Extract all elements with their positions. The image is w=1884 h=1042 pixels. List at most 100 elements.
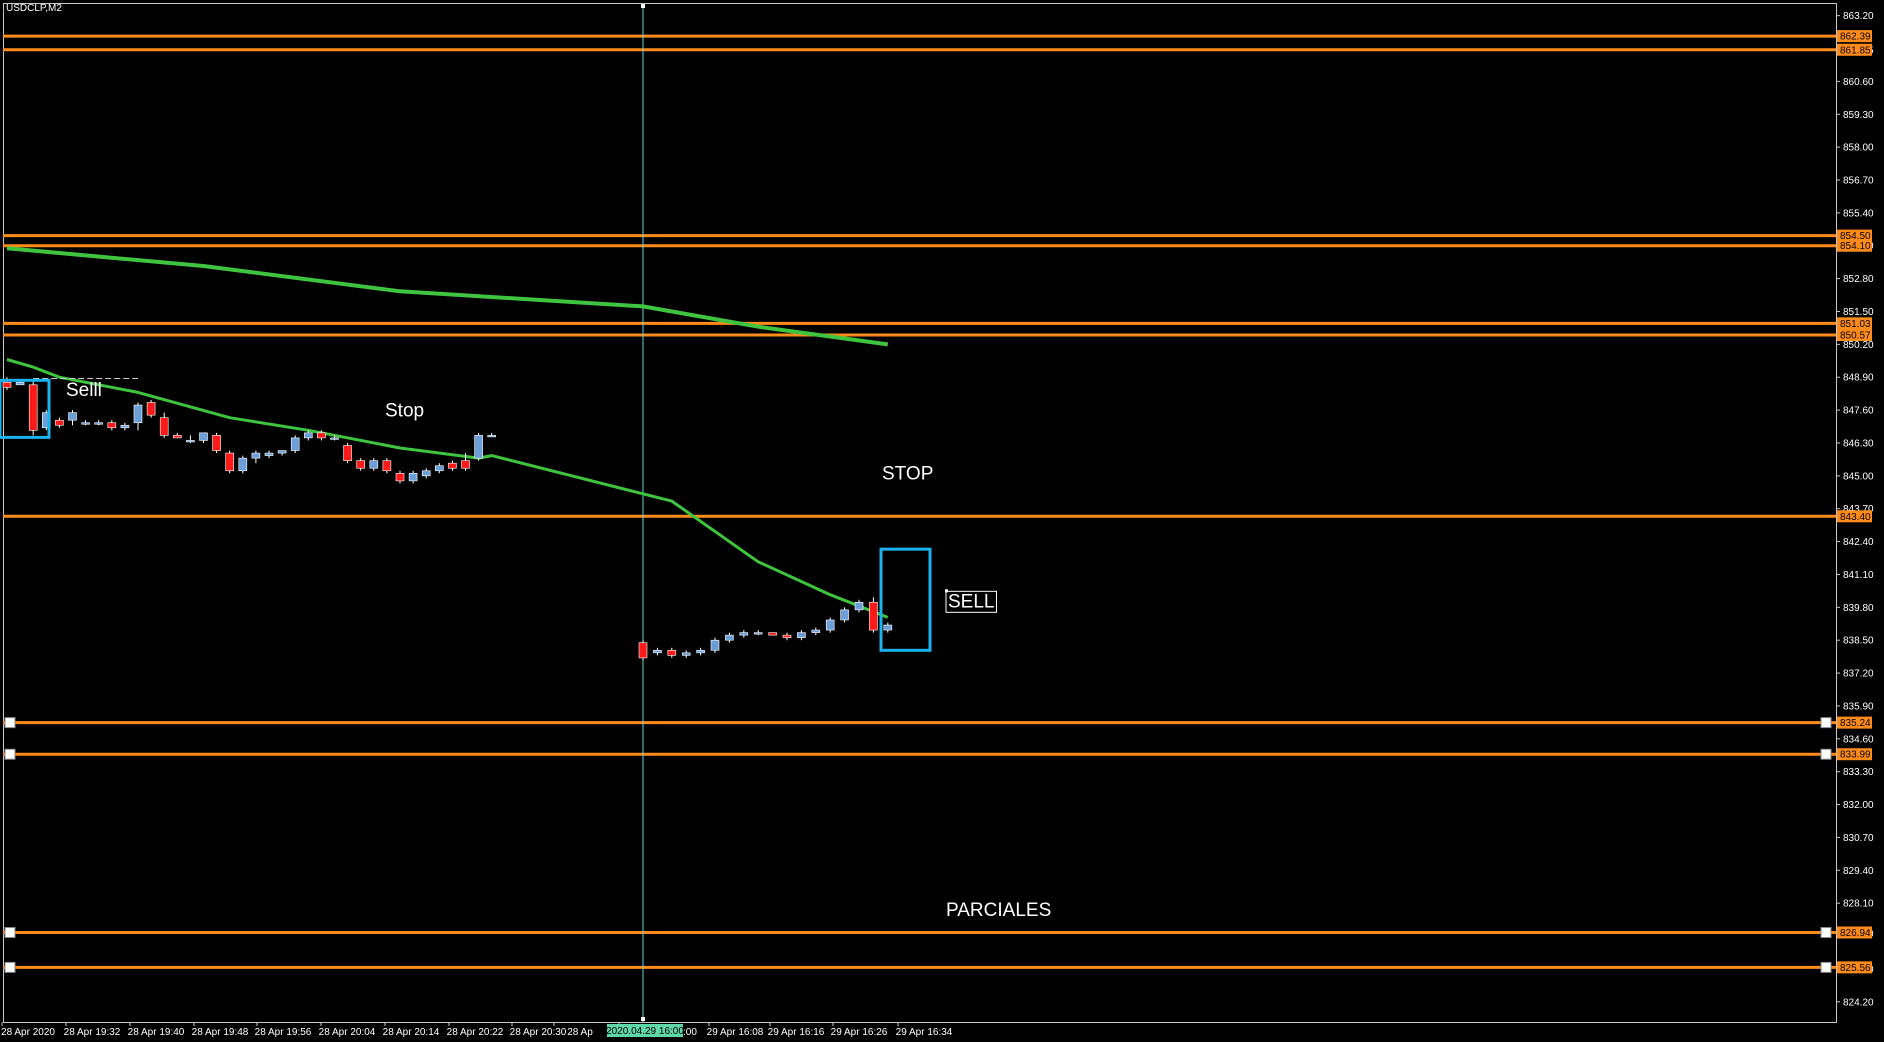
candle-body: [710, 639, 720, 651]
annotation-stop: STOP: [882, 464, 933, 485]
annotation-stop-small: Stop: [385, 400, 424, 421]
candle-body: [854, 601, 864, 611]
x-tick-label: 29 Apr 16:16: [768, 1027, 825, 1038]
price-level-tag: [1837, 716, 1872, 729]
candle-body: [15, 381, 25, 386]
candle: [369, 458, 379, 471]
candle-body: [173, 435, 182, 439]
candle: [638, 640, 648, 661]
price-level-tag: [1837, 43, 1872, 56]
candle-body: [238, 457, 248, 472]
price-level-tag: [1837, 229, 1872, 242]
y-tick-label: 850.20: [1843, 340, 1874, 351]
annotation-selll: Selll: [66, 380, 102, 401]
x-tick-label: 29 Apr 16:08: [707, 1027, 764, 1038]
y-tick-label: 837.20: [1843, 669, 1874, 680]
y-tick-label: 838.50: [1843, 636, 1874, 647]
y-tick-label: 842.40: [1843, 537, 1874, 548]
candle-body: [474, 435, 483, 459]
candle: [710, 637, 720, 653]
candle: [356, 458, 366, 471]
candle: [461, 453, 470, 471]
price-level-tag: [1837, 239, 1872, 252]
x-tick-label: 28 Apr 19:56: [255, 1027, 312, 1038]
candle: [421, 468, 431, 479]
candle-body: [840, 609, 849, 621]
y-tick-label: 833.30: [1843, 767, 1874, 778]
candle-body: [421, 470, 431, 477]
candle-body: [212, 435, 221, 451]
crosshair-handle-top: [641, 4, 645, 8]
annotation-parciales: PARCIALES: [946, 900, 1051, 921]
candle-body: [869, 601, 878, 631]
y-tick-label: 832.00: [1843, 800, 1874, 811]
x-tick-label: 28 Apr 19:40: [128, 1027, 185, 1038]
candle: [133, 402, 143, 431]
candle: [290, 435, 300, 454]
candle-body: [369, 460, 379, 469]
candle-body: [408, 473, 418, 482]
candle: [753, 630, 763, 636]
price-level-tag: [1837, 926, 1872, 939]
candle-body: [68, 412, 77, 421]
candle: [382, 458, 392, 474]
candle: [303, 430, 313, 441]
level-handle-left: [4, 717, 16, 729]
price-level-label: 825.56: [1840, 963, 1871, 974]
y-tick-label: 824.20: [1843, 997, 1874, 1008]
price-level-tag: [1837, 317, 1872, 330]
price-level-label: 843.40: [1840, 512, 1871, 523]
x-tick-label: 28 Ap: [567, 1027, 593, 1038]
crosshair-date-box: [607, 1024, 683, 1037]
candle: [55, 417, 64, 428]
candle-body: [487, 435, 497, 438]
level-handle-right: [1820, 926, 1832, 938]
candle: [330, 435, 339, 441]
candle-body: [768, 632, 777, 636]
candle-body: [225, 452, 234, 472]
level-handle-right: [1820, 748, 1832, 760]
price-level-label: 833.99: [1840, 750, 1871, 761]
ma-slow-line: [6, 246, 889, 347]
candle-body: [356, 460, 366, 469]
candle-body: [638, 642, 648, 659]
price-level-tag: [1837, 961, 1872, 974]
annotation-sell: SELL: [948, 591, 994, 612]
candle: [28, 379, 38, 436]
candle: [94, 420, 103, 426]
candle-body: [159, 417, 169, 436]
plot-frame: [3, 3, 1837, 1023]
level-handle-left: [4, 926, 16, 938]
candle: [696, 647, 705, 656]
price-level-tag: [1837, 510, 1872, 523]
candle-body: [797, 632, 806, 638]
price-level-label: 862.39: [1840, 32, 1871, 43]
candle: [487, 432, 497, 438]
price-level-tag: [1837, 748, 1872, 761]
ma-fast-line: [6, 358, 889, 619]
candle: [840, 607, 849, 623]
annotation-sell-frame: [945, 590, 997, 613]
candle: [238, 455, 248, 474]
x-tick-label: 28 Apr 20:14: [383, 1027, 440, 1038]
candle: [395, 470, 405, 484]
candle-body: [753, 632, 763, 635]
price-level-label: 854.10: [1840, 241, 1871, 252]
chart-symbol-title: USDCLP,M2: [6, 3, 62, 14]
price-level-tag: [1837, 30, 1872, 43]
candle: [825, 617, 835, 633]
candle: [681, 650, 691, 658]
y-tick-label: 848.90: [1843, 373, 1874, 384]
price-level-label: 826.94: [1840, 928, 1871, 939]
x-tick-label: 29 Apr 16:34: [896, 1027, 953, 1038]
signal-box-sell-left: [0, 378, 51, 439]
crosshair-date-label: 2020.04.29 16:00: [606, 1026, 684, 1037]
candle: [768, 632, 777, 636]
candle-body: [883, 624, 893, 631]
candle: [448, 460, 457, 471]
y-tick-label: 859.30: [1843, 110, 1874, 121]
y-tick-label: 843.70: [1843, 504, 1874, 515]
x-tick-label: 28 Apr 20:22: [447, 1027, 504, 1038]
candle: [869, 597, 878, 633]
